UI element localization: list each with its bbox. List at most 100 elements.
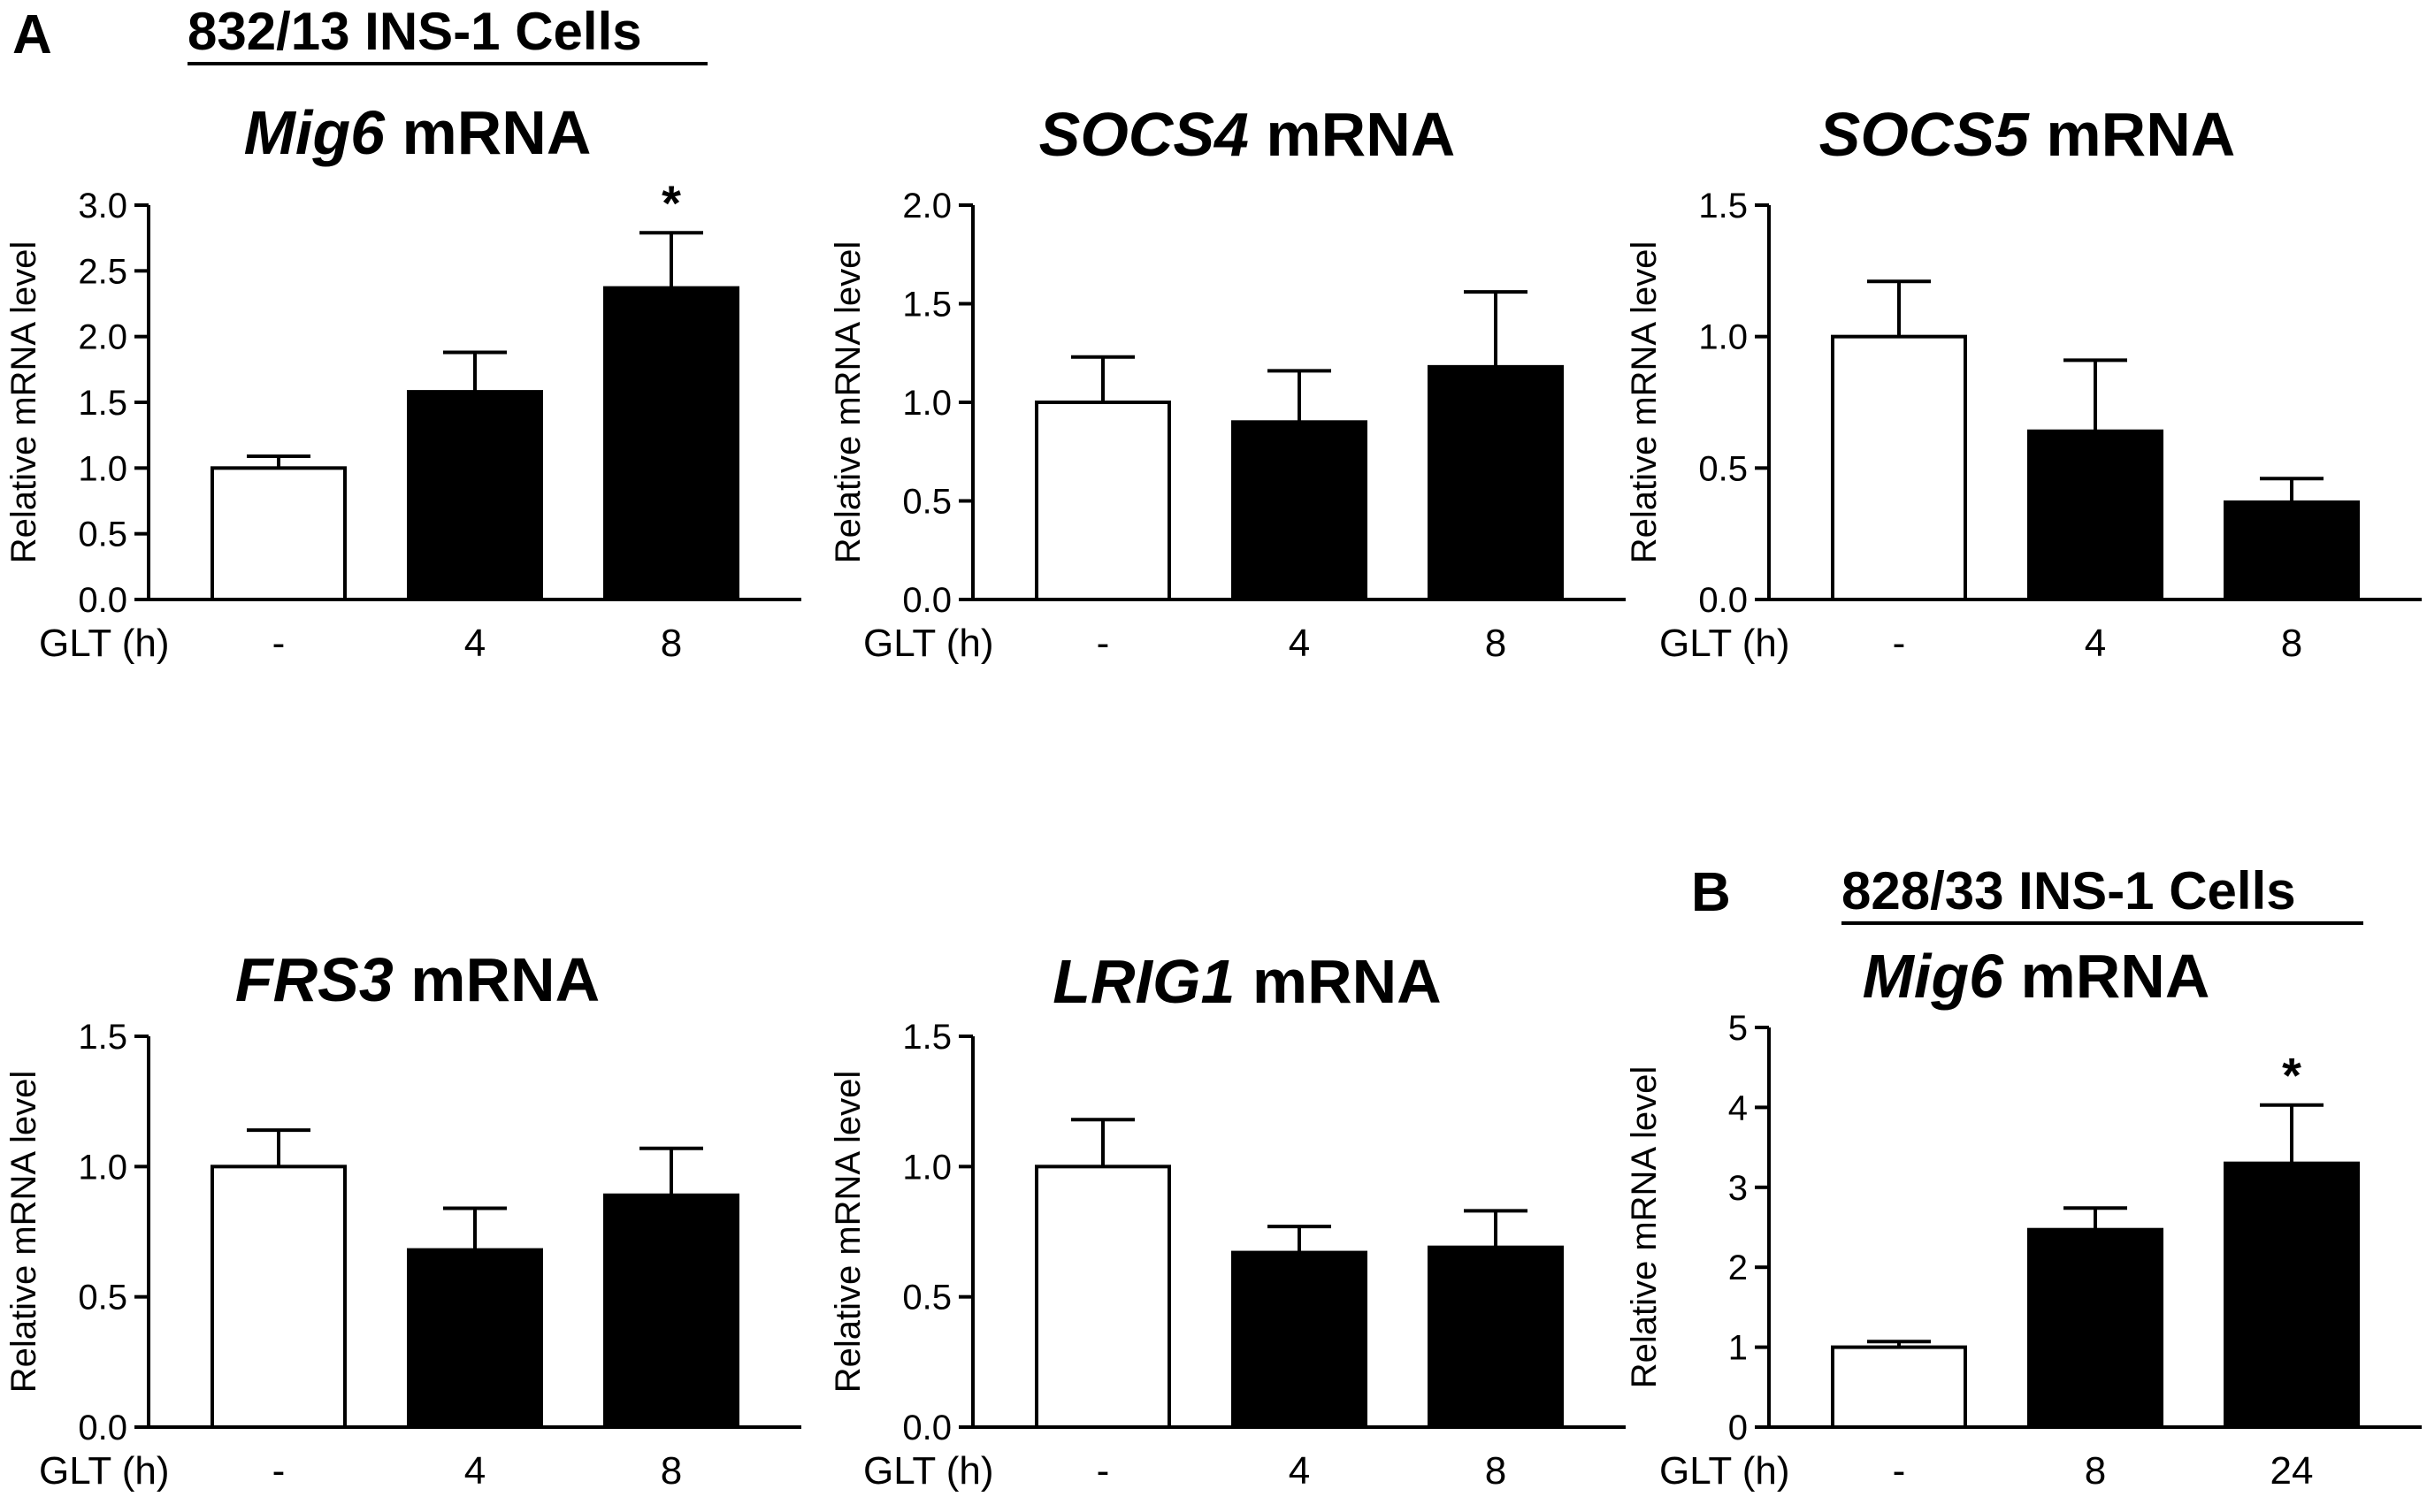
x-category-label: 4	[1289, 622, 1310, 665]
bar	[1231, 1250, 1367, 1430]
x-category-label: -	[1097, 1449, 1110, 1493]
y-tick-label: 5	[1728, 1009, 1748, 1048]
x-category-label: -	[1097, 622, 1110, 665]
y-tick-label: 1.0	[1698, 318, 1748, 357]
bar	[1428, 364, 1564, 601]
bar	[2027, 1227, 2163, 1430]
y-tick-label: 0.0	[78, 1409, 127, 1447]
y-tick-label: 1.5	[1698, 187, 1748, 225]
x-axis-label: GLT (h)	[39, 622, 170, 665]
chart-title-gene: LRIG1	[1053, 947, 1235, 1016]
x-category-label: -	[1893, 1449, 1906, 1493]
chart-socs4-832: SOCS4 mRNA 0.0 0.5 1.0 1.5 2.0 Relative mRNA l…	[829, 100, 1626, 665]
significance-marker: *	[662, 175, 681, 231]
bar	[1428, 1245, 1564, 1430]
y-tick-label: 1.0	[902, 384, 952, 423]
chart-title-gene: Mig6	[1863, 942, 2005, 1011]
y-axis-label: Relative mRNA level	[1625, 241, 1664, 564]
y-axis-label: Relative mRNA level	[1625, 1066, 1664, 1389]
chart-title-suffix: mRNA	[1235, 947, 1441, 1016]
panel-a-label: A	[12, 4, 52, 65]
chart-title-gene: SOCS4	[1039, 100, 1249, 169]
y-tick-label: 0.0	[78, 581, 127, 620]
y-tick-label: 1	[1728, 1329, 1748, 1368]
x-category-label: 4	[2085, 622, 2106, 665]
y-tick-label: 2.0	[78, 318, 127, 357]
x-category-label: 8	[2281, 622, 2302, 665]
x-category-label: 8	[661, 622, 682, 665]
x-category-label: -	[1893, 622, 1906, 665]
x-category-label: -	[272, 622, 286, 665]
chart-frs3-832: FRS3 mRNA 0.0 0.5 1.0 1.5 Relative mRNA level…	[4, 945, 801, 1493]
y-tick-label: 1.5	[78, 1018, 127, 1057]
x-category-label: -	[272, 1449, 286, 1493]
y-axis-label: Relative mRNA level	[4, 1071, 43, 1394]
bar	[2224, 500, 2360, 602]
bar	[603, 286, 739, 601]
y-axis-label: Relative mRNA level	[829, 1071, 868, 1394]
bar	[211, 1165, 347, 1430]
x-axis-label: GLT (h)	[1659, 1449, 1790, 1493]
y-tick-label: 2.0	[902, 187, 952, 225]
y-tick-label: 0.0	[902, 581, 952, 620]
y-tick-label: 4	[1728, 1088, 1748, 1127]
y-axis-label: Relative mRNA level	[4, 241, 43, 564]
bar	[1035, 1165, 1171, 1430]
chart-title-suffix: mRNA	[394, 945, 600, 1014]
y-tick-label: 0.0	[902, 1409, 952, 1447]
y-tick-label: 0.5	[78, 1279, 127, 1317]
chart-title: SOCS5 mRNA	[1819, 100, 2236, 169]
bar	[211, 466, 347, 601]
y-tick-label: 1.5	[78, 384, 127, 423]
bar	[2027, 429, 2163, 601]
y-tick-label: 0.5	[902, 483, 952, 522]
y-tick-label: 0.5	[1698, 449, 1748, 488]
y-tick-label: 1.0	[78, 449, 127, 488]
chart-title-suffix: mRNA	[1249, 100, 1455, 169]
chart-title-gene: FRS3	[235, 945, 394, 1014]
bar	[603, 1193, 739, 1430]
x-category-label: 4	[464, 1449, 486, 1493]
y-tick-label: 0.5	[902, 1279, 952, 1317]
panel-b-label: B	[1691, 862, 1731, 923]
chart-mig6-832: Mig6 mRNA 0.0 0.5 1.0 1.5 2.0 2.5 3.0 Relative m…	[4, 98, 801, 665]
bar	[407, 1248, 543, 1430]
chart-title: LRIG1 mRNA	[1053, 947, 1442, 1016]
chart-title: SOCS4 mRNA	[1039, 100, 1456, 169]
chart-title: Mig6 mRNA	[1863, 942, 2210, 1011]
bar	[1035, 401, 1171, 601]
bar	[1831, 334, 1967, 601]
y-tick-label: 3.0	[78, 187, 127, 225]
y-tick-label: 1.5	[902, 1018, 952, 1057]
x-axis-label: GLT (h)	[863, 1449, 994, 1493]
x-category-label: 24	[2270, 1449, 2314, 1493]
x-axis-label: GLT (h)	[863, 622, 994, 665]
x-category-label: 4	[1289, 1449, 1310, 1493]
bar	[1831, 1345, 1967, 1429]
chart-title-suffix: mRNA	[2029, 100, 2235, 169]
chart-title-gene: Mig6	[244, 98, 387, 167]
x-category-label: 4	[464, 622, 486, 665]
chart-socs5-832: SOCS5 mRNA 0.0 0.5 1.0 1.5 Relative mRNA leve…	[1625, 100, 2422, 665]
x-category-label: 8	[2085, 1449, 2106, 1493]
y-tick-label: 1.5	[902, 286, 952, 325]
y-tick-label: 0	[1728, 1409, 1748, 1447]
y-tick-label: 3	[1728, 1169, 1748, 1208]
x-category-label: 8	[661, 1449, 682, 1493]
chart-title-suffix: mRNA	[2003, 942, 2209, 1011]
chart-title-gene: SOCS5	[1819, 100, 2030, 169]
x-axis-label: GLT (h)	[1659, 622, 1790, 665]
panel-b-header: 828/33 INS-1 Cells	[1841, 861, 2296, 920]
y-tick-label: 1.0	[78, 1148, 127, 1187]
x-axis-label: GLT (h)	[39, 1449, 170, 1493]
y-tick-label: 2.5	[78, 252, 127, 291]
bar	[1231, 420, 1367, 601]
chart-title: Mig6 mRNA	[244, 98, 592, 167]
x-category-label: 8	[1485, 1449, 1506, 1493]
chart-lrig1-832: LRIG1 mRNA 0.0 0.5 1.0 1.5 Relative mRNA leve…	[829, 947, 1626, 1493]
bar	[407, 390, 543, 601]
chart-title-suffix: mRNA	[385, 98, 591, 167]
y-tick-label: 0.0	[1698, 581, 1748, 620]
chart-mig6-828: Mig6 mRNA 0 1 2 3 4 5 Relative mRNA level GLT (h…	[1625, 942, 2422, 1493]
